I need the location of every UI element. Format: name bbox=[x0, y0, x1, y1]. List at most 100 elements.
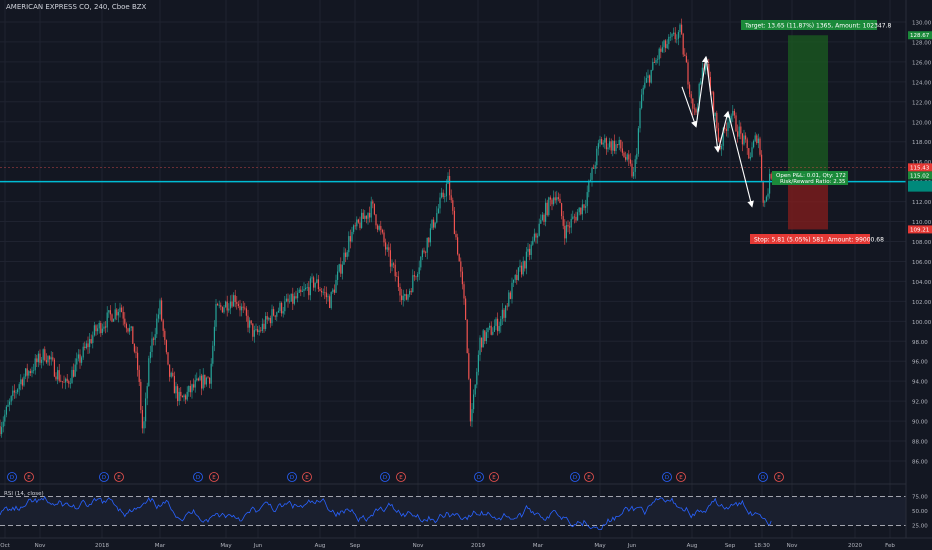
candle-up bbox=[76, 358, 78, 365]
candle-down bbox=[653, 61, 655, 63]
candle-up bbox=[633, 171, 635, 177]
candle-down bbox=[665, 40, 667, 49]
candle-up bbox=[679, 24, 681, 33]
candle-down bbox=[660, 48, 662, 52]
candle-up bbox=[1, 427, 3, 435]
candle-down bbox=[761, 154, 763, 181]
candle-down bbox=[189, 385, 191, 393]
candle-up bbox=[20, 379, 22, 385]
position-zones bbox=[788, 35, 828, 230]
candle-up bbox=[129, 327, 131, 332]
candle-up bbox=[205, 377, 207, 385]
candle-up bbox=[673, 32, 675, 34]
candle-up bbox=[253, 330, 255, 337]
candle-down bbox=[453, 210, 455, 235]
candle-up bbox=[412, 275, 414, 293]
earnings-marker bbox=[676, 472, 686, 482]
candle-up bbox=[754, 135, 756, 141]
candle-down bbox=[569, 226, 571, 228]
candle-up bbox=[15, 392, 17, 393]
candle-down bbox=[84, 346, 86, 349]
candle-up bbox=[657, 59, 659, 60]
candle-up bbox=[537, 235, 539, 238]
candle-down bbox=[0, 426, 1, 435]
candle-up bbox=[290, 293, 292, 302]
rsi-tick-label: 75.00 bbox=[912, 495, 928, 501]
candle-up bbox=[669, 36, 671, 38]
candle-down bbox=[469, 378, 471, 422]
candle-down bbox=[503, 309, 505, 318]
marker-letter: E bbox=[492, 475, 496, 481]
candle-up bbox=[609, 141, 611, 148]
rsi-band bbox=[0, 496, 906, 526]
candle-up bbox=[727, 122, 729, 132]
candle-down bbox=[137, 352, 139, 370]
candle-down bbox=[161, 300, 163, 321]
candle-up bbox=[327, 296, 329, 298]
candle-up bbox=[17, 389, 19, 393]
candle-up bbox=[444, 196, 446, 197]
candle-down bbox=[245, 308, 247, 316]
rsi-tick-label: 50.00 bbox=[912, 509, 928, 515]
candle-up bbox=[303, 289, 305, 291]
time-tick-label: Oct bbox=[0, 543, 10, 549]
time-tick-label: Feb bbox=[885, 543, 895, 549]
candle-up bbox=[353, 225, 355, 232]
candle-down bbox=[442, 192, 444, 197]
dividend-marker bbox=[380, 472, 390, 482]
candle-up bbox=[525, 251, 527, 269]
candle-down bbox=[349, 236, 351, 242]
candle-up bbox=[596, 148, 598, 166]
label-group: Target: 13.65 (11.87%) 1365, Amount: 102… bbox=[741, 20, 932, 244]
candle-up bbox=[565, 225, 567, 239]
candle-down bbox=[385, 242, 387, 250]
candle-up bbox=[170, 372, 172, 377]
candle-up bbox=[298, 289, 300, 293]
candle-down bbox=[221, 306, 223, 313]
candle-down bbox=[466, 319, 468, 354]
price-tick-label: 116.00 bbox=[912, 160, 932, 166]
time-tick-label: May bbox=[220, 543, 232, 549]
candle-down bbox=[770, 173, 772, 179]
candle-up bbox=[361, 212, 363, 228]
candle-down bbox=[397, 276, 399, 288]
candle-up bbox=[634, 159, 636, 172]
candle-down bbox=[713, 92, 715, 117]
drawings-group bbox=[0, 55, 906, 208]
candle-down bbox=[759, 138, 761, 155]
price-tick-label: 120.00 bbox=[912, 120, 932, 126]
candle-up bbox=[479, 337, 481, 355]
candle-down bbox=[601, 139, 603, 145]
candle-down bbox=[428, 237, 430, 243]
candle-up bbox=[297, 292, 299, 299]
candle-down bbox=[369, 213, 371, 218]
candle-up bbox=[218, 305, 220, 306]
candle-down bbox=[543, 214, 545, 222]
candle-up bbox=[106, 312, 108, 328]
candle-down bbox=[497, 318, 499, 332]
price-tick-label: 92.00 bbox=[912, 400, 928, 406]
candle-up bbox=[697, 108, 699, 113]
candle-up bbox=[492, 331, 494, 335]
candle-up bbox=[495, 318, 497, 326]
candle-up bbox=[279, 302, 281, 311]
candle-up bbox=[188, 385, 190, 392]
candle-up bbox=[437, 208, 439, 214]
candle-down bbox=[340, 264, 342, 274]
candle-down bbox=[164, 330, 166, 341]
candle-down bbox=[410, 290, 412, 293]
candle-down bbox=[716, 112, 718, 129]
candle-down bbox=[452, 200, 454, 211]
candle-down bbox=[333, 289, 335, 293]
candle-up bbox=[477, 354, 479, 372]
candle-up bbox=[289, 301, 291, 302]
time-tick-label: Nov bbox=[787, 543, 798, 549]
candle-up bbox=[530, 244, 532, 255]
candle-up bbox=[202, 374, 204, 389]
candle-up bbox=[602, 142, 604, 145]
candle-up bbox=[311, 277, 313, 279]
candle-up bbox=[28, 371, 30, 376]
candle-up bbox=[33, 370, 35, 371]
